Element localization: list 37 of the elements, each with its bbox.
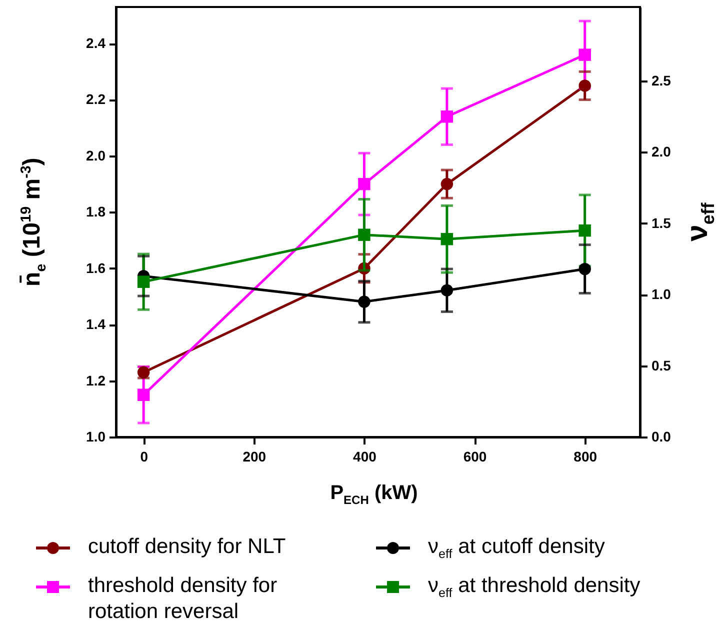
point bbox=[440, 232, 454, 246]
y-tick-label: 1.2 bbox=[86, 372, 106, 388]
point bbox=[578, 224, 591, 237]
point bbox=[440, 110, 454, 123]
y2-tick-label: 1.5 bbox=[652, 214, 672, 231]
y-tick-label: 2.2 bbox=[86, 91, 106, 108]
y-tick-label: 1.8 bbox=[86, 204, 106, 220]
y-tick-label: 1.6 bbox=[86, 260, 106, 276]
y2-tick-label: 0.0 bbox=[652, 428, 672, 444]
point bbox=[578, 48, 591, 61]
legend-label: ν$_{eff}$ at cutoff density bbox=[428, 534, 606, 563]
x-tick-label: 800 bbox=[574, 448, 598, 464]
y-tick-label: 2.0 bbox=[86, 147, 106, 164]
x-tick-label: 400 bbox=[353, 448, 377, 464]
y2-tick-label: 2.5 bbox=[652, 72, 672, 89]
point bbox=[578, 262, 591, 276]
legend-label: cutoff density for NLT bbox=[88, 534, 287, 560]
x-axis-title: P$_{ECH}$ (kW) bbox=[330, 482, 418, 507]
point bbox=[358, 178, 370, 190]
point bbox=[440, 284, 454, 296]
x-tick-label: 0 bbox=[140, 448, 148, 464]
y2-tick-label: 0.5 bbox=[652, 357, 672, 374]
y-tick-label: 2.4 bbox=[86, 35, 106, 52]
point bbox=[137, 276, 150, 288]
y-tick-label: 1.4 bbox=[86, 316, 106, 332]
point bbox=[358, 228, 370, 241]
y2-tick-label: 2.0 bbox=[652, 144, 672, 160]
x-tick-label: 200 bbox=[242, 448, 266, 464]
y-tick-label: 1.0 bbox=[86, 428, 106, 444]
point bbox=[137, 388, 150, 401]
point bbox=[358, 296, 370, 308]
y2-tick-label: 1.0 bbox=[652, 286, 672, 302]
legend-label: ν$_{eff}$ at threshold density bbox=[428, 572, 642, 602]
point bbox=[578, 80, 591, 92]
legend-label: threshold density for rotation reversal bbox=[88, 572, 278, 626]
point bbox=[440, 178, 454, 190]
x-tick-label: 600 bbox=[463, 448, 487, 464]
